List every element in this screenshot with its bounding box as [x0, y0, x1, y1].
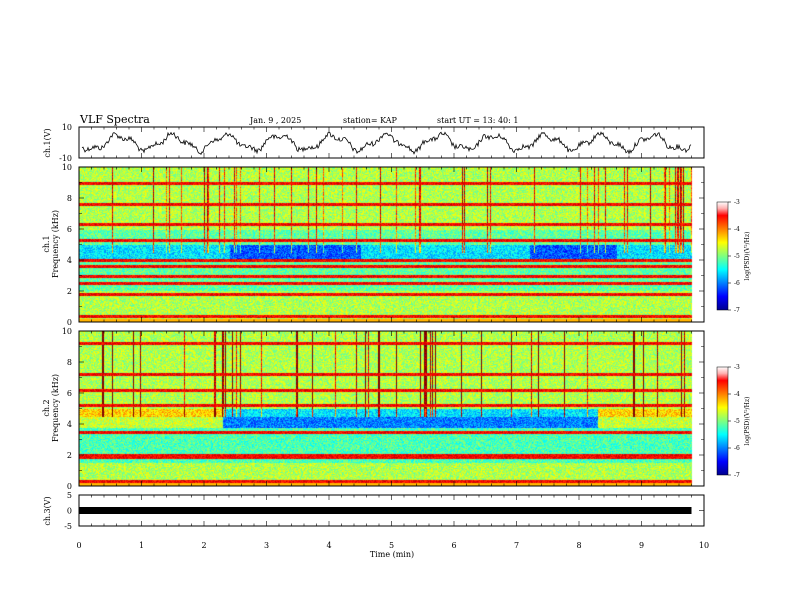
x-tick-label: 8 [576, 541, 581, 550]
ch3-waveform-xticks [78, 495, 705, 526]
ch2-colorbar-ticks: -3 -4 -5 -6 -7 [728, 364, 740, 479]
colorbar-tick-label: -7 [734, 307, 740, 314]
ch2-colorbar-scale [716, 366, 729, 476]
y-tick-label: 2 [67, 287, 72, 296]
x-tick-label: 10 [699, 541, 709, 550]
ch1-waveform-panel: 10 -10 ch.1(V) [43, 123, 705, 163]
ch1-ylabel: ch.1(V) [43, 128, 52, 157]
y-tick-label: 0 [67, 318, 72, 327]
y-tick-label: 10 [62, 163, 72, 172]
y-tick-label: 4 [67, 256, 72, 265]
ch1-colorbar-ticks: -3 -4 -5 -6 -7 [728, 199, 740, 314]
ch1-waveform-ticks [78, 127, 705, 158]
y-tick-label: 8 [67, 358, 72, 367]
colorbar-tick-label: -7 [734, 472, 740, 479]
y-tick-label: 5 [67, 491, 72, 500]
figure-start-time: start UT = 13: 40: 1 [437, 116, 518, 125]
ch1-spectrogram-yticks: 0 2 4 6 8 10 [62, 163, 704, 327]
time-axis-label: Time (min) [370, 550, 414, 559]
ch1-spectrogram-ylabel: Frequency (kHz) [51, 210, 60, 278]
ch1-colorbar-label: log(PSD)(V²/Hz) [744, 232, 751, 281]
x-tick-label: 9 [639, 541, 644, 550]
ch1-spectrogram-heatmap [79, 167, 704, 322]
ch2-colorbar: -3 -4 -5 -6 -7 log(PSD)(V²/Hz) [716, 364, 751, 479]
ch1-colorbar: -3 -4 -5 -6 -7 log(PSD)(V²/Hz) [716, 199, 751, 314]
ch1-ytick-bottom: -10 [59, 154, 72, 163]
y-tick-label: 0 [67, 482, 72, 491]
colorbar-tick-label: -4 [734, 391, 740, 398]
x-tick-label: 1 [139, 541, 144, 550]
colorbar-tick-label: -6 [734, 280, 740, 287]
ch2-colorbar-label: log(PSD)(V²/Hz) [744, 397, 751, 446]
figure-date: Jan. 9 , 2025 [249, 116, 301, 125]
ch1-colorbar-scale [716, 201, 729, 311]
ch3-waveform-yticks: 5 0 -5 [64, 491, 704, 531]
colorbar-tick-label: -4 [734, 226, 740, 233]
ch2-spectrogram-ylabel: Frequency (kHz) [51, 374, 60, 442]
x-tick-label: 7 [514, 541, 519, 550]
y-tick-label: 6 [67, 389, 72, 398]
x-tick-label: 0 [76, 541, 81, 550]
colorbar-tick-label: -5 [734, 253, 740, 260]
ch2-spectrogram-xticks [78, 331, 705, 486]
ch2-spectrogram-panel: 0 2 4 6 8 10 ch.2 Frequency (kHz) [42, 327, 705, 491]
colorbar-tick-label: -5 [734, 418, 740, 425]
colorbar-tick-label: -3 [734, 199, 740, 206]
figure-title: VLF Spectra [79, 113, 150, 126]
ch3-ylabel: ch.3(V) [43, 496, 52, 525]
ch2-spectrogram-yticks: 0 2 4 6 8 10 [62, 327, 704, 491]
colorbar-tick-label: -6 [734, 445, 740, 452]
ch1-ytick-top: 10 [62, 123, 72, 132]
colorbar-tick-label: -3 [734, 364, 740, 371]
y-tick-label: 10 [62, 327, 72, 336]
x-tick-label: 3 [264, 541, 269, 550]
ch3-waveform-panel: 5 0 -5 ch.3(V) 0 1 2 3 4 5 6 7 8 9 10 Time (min) [43, 491, 709, 559]
x-tick-label: 4 [326, 541, 331, 550]
ch3-waveform-line [79, 507, 692, 514]
y-tick-label: 2 [67, 451, 72, 460]
x-tick-label: 2 [201, 541, 206, 550]
y-tick-label: -5 [64, 522, 72, 531]
time-axis-tick-labels: 0 1 2 3 4 5 6 7 8 9 10 [76, 541, 709, 550]
ch1-spectrogram-panel: 0 2 4 6 8 10 ch.1 Frequency (kHz) [42, 163, 705, 327]
y-tick-label: 0 [67, 507, 72, 516]
x-tick-label: 6 [451, 541, 456, 550]
y-tick-label: 4 [67, 420, 72, 429]
x-tick-label: 5 [389, 541, 394, 550]
figure-station: station= KAP [343, 116, 398, 125]
ch2-spectrogram-channel-label: ch.2 [42, 399, 51, 416]
ch1-spectrogram-channel-label: ch.1 [42, 235, 51, 252]
ch2-spectrogram-heatmap [79, 331, 704, 486]
y-tick-label: 8 [67, 194, 72, 203]
ch1-waveform-line [81, 131, 692, 155]
ch1-spectrogram-xticks [78, 167, 705, 322]
y-tick-label: 6 [67, 225, 72, 234]
